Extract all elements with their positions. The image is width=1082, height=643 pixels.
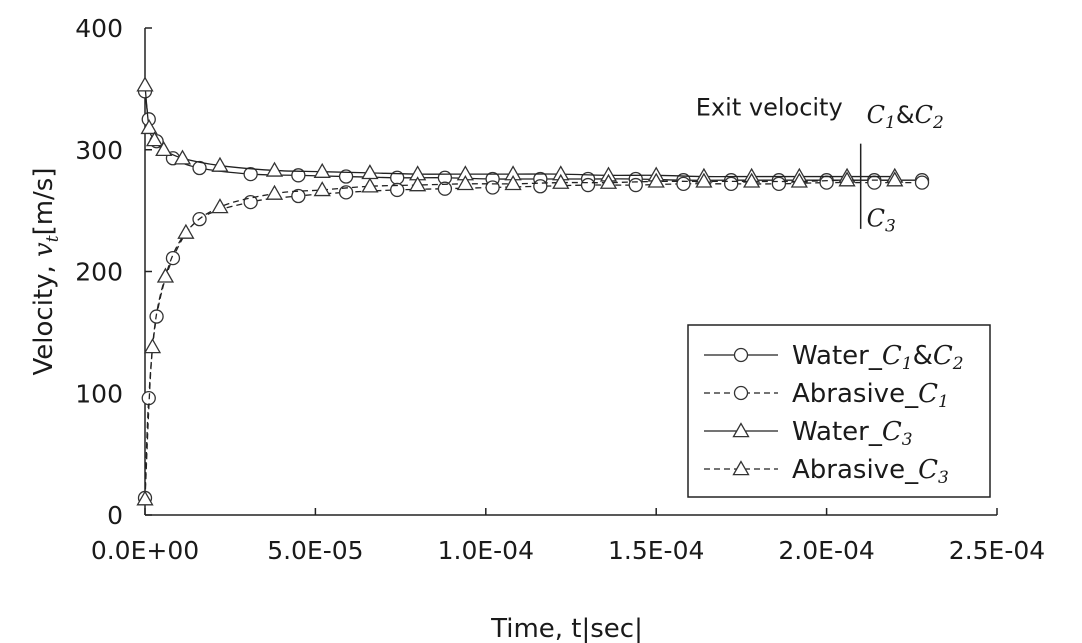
data-point — [409, 176, 427, 192]
legend-marker — [732, 460, 750, 476]
data-point — [580, 177, 596, 193]
data-point — [886, 171, 904, 187]
y-tick-label: 0 — [107, 501, 123, 530]
data-point — [291, 168, 306, 183]
data-point — [156, 267, 175, 283]
x-axis-label: Time, t|sec| — [490, 614, 643, 643]
data-point — [838, 171, 856, 187]
legend-label: Abrasive_C3 — [792, 455, 949, 488]
data-point — [173, 149, 192, 165]
series-line — [144, 181, 923, 498]
legend-marker — [732, 422, 750, 438]
data-point — [390, 182, 405, 198]
data-point — [313, 162, 331, 178]
legend-marker — [733, 347, 749, 363]
data-point — [136, 76, 154, 92]
data-point — [265, 161, 284, 177]
x-tick-label: 1.0E-04 — [438, 536, 534, 565]
legend-entry: Water_C3 — [704, 417, 913, 450]
c3-label: C3 — [867, 204, 896, 236]
x-tick-label: 2.0E-04 — [778, 536, 874, 565]
annotation-layer: Exit velocity C1&C2 C3 — [696, 94, 944, 237]
data-point — [243, 166, 258, 182]
data-point — [743, 172, 761, 188]
data-point — [136, 490, 154, 506]
data-point — [437, 181, 453, 196]
y-tick-label: 400 — [75, 14, 123, 43]
data-point — [647, 172, 665, 188]
legend-label: Abrasive_C1 — [792, 379, 949, 412]
data-point — [338, 169, 354, 184]
data-point — [867, 175, 882, 190]
y-tick-label: 100 — [75, 379, 123, 408]
data-point — [599, 173, 618, 189]
x-tick-label: 2.5E-04 — [949, 536, 1045, 565]
data-point — [628, 177, 643, 193]
data-point — [361, 177, 379, 193]
data-point — [724, 176, 739, 191]
data-point — [313, 181, 331, 197]
data-point — [485, 180, 500, 195]
data-point — [771, 176, 787, 191]
c1-c2-label: C1&C2 — [867, 101, 944, 133]
data-point — [291, 188, 306, 204]
y-axis-label: Velocity, vt[m/s] — [29, 168, 63, 376]
data-point — [552, 173, 570, 189]
x-tick-label: 0.0E+00 — [91, 536, 199, 565]
axes: 0 100 200 300 400 0.0E+00 5.0E-05 1.0E-04 1.5E-0… — [29, 14, 1045, 643]
data-point — [143, 338, 162, 354]
x-tick-label: 1.5E-04 — [608, 536, 704, 565]
y-tick-label: 200 — [75, 258, 123, 287]
data-point — [155, 140, 173, 157]
data-point — [145, 131, 164, 147]
data-point — [533, 179, 548, 194]
legend-label: Water_C3 — [792, 417, 913, 450]
data-point — [695, 172, 713, 188]
data-point — [165, 250, 181, 266]
legend-label: Water_C1&C2 — [792, 341, 964, 374]
legend-marker — [733, 385, 749, 401]
data-point — [265, 184, 284, 200]
y-tick-label: 300 — [75, 136, 123, 165]
series-layer — [136, 76, 930, 506]
data-point — [676, 176, 691, 191]
legend: Water_C1&C2 Abrasive_C1 Water_C3 Abrasive_C… — [687, 324, 991, 498]
legend-entry: Water_C1&C2 — [704, 341, 964, 374]
data-point — [914, 175, 930, 190]
data-point — [211, 198, 229, 214]
data-point — [192, 160, 207, 176]
data-point — [504, 175, 522, 191]
data-point — [361, 164, 379, 180]
data-point — [456, 175, 474, 191]
data-point — [140, 119, 158, 135]
x-tick-label: 5.0E-05 — [267, 536, 363, 565]
data-point — [790, 172, 808, 188]
legend-entry: Abrasive_C3 — [704, 455, 949, 488]
series-4 — [136, 171, 904, 506]
data-point — [177, 223, 195, 239]
data-point — [338, 185, 354, 200]
exit-velocity-label: Exit velocity — [696, 94, 843, 122]
data-point — [819, 175, 834, 190]
series-line — [144, 179, 895, 500]
legend-entry: Abrasive_C1 — [704, 379, 949, 412]
data-point — [211, 156, 229, 172]
